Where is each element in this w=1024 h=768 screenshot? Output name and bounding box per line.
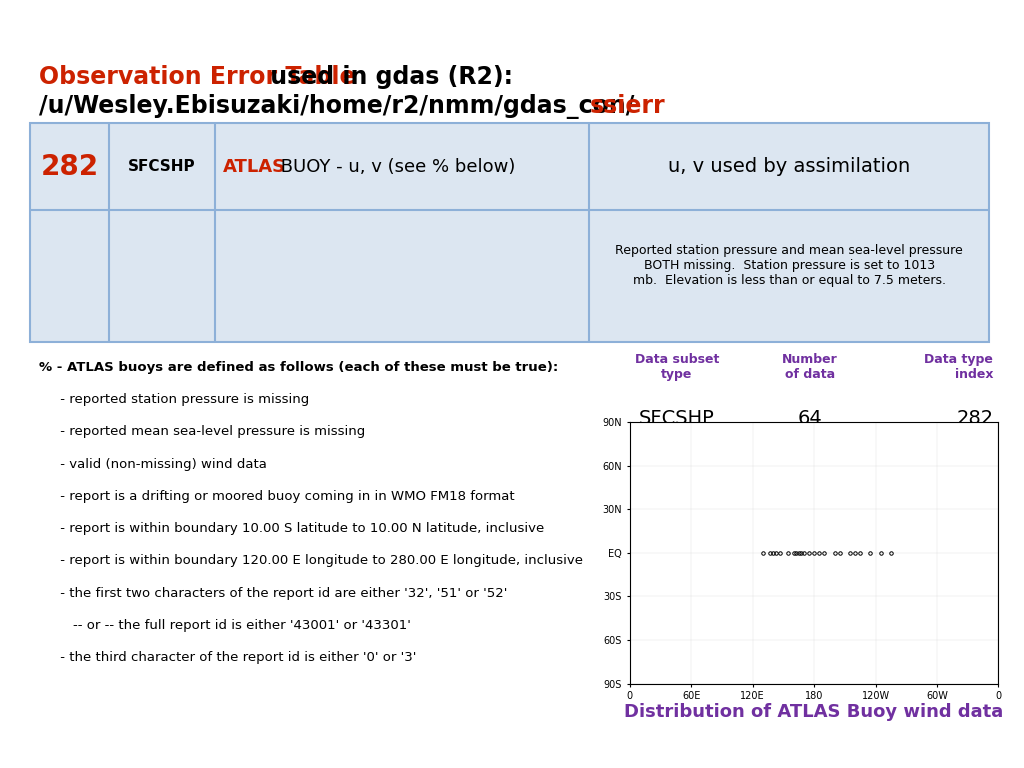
Text: - the third character of the report id is either '0' or '3': - the third character of the report id i… [39,651,417,664]
Text: SFCSHP: SFCSHP [128,159,196,174]
Text: used in gdas (R2):: used in gdas (R2): [262,65,513,89]
Text: u, v used by assimilation: u, v used by assimilation [668,157,910,176]
Text: Number
of data: Number of data [782,353,838,381]
Text: - report is a drifting or moored buoy coming in in WMO FM18 format: - report is a drifting or moored buoy co… [39,490,514,503]
Text: /u/Wesley.Ebisuzaki/home/r2/nmm/gdas_con/: /u/Wesley.Ebisuzaki/home/r2/nmm/gdas_con… [39,94,634,119]
Text: -- or -- the full report id is either '43001' or '43301': -- or -- the full report id is either '4… [39,619,411,632]
Text: - report is within boundary 120.00 E longitude to 280.00 E longitude, inclusive: - report is within boundary 120.00 E lon… [39,554,583,568]
Text: 282: 282 [956,409,993,428]
Text: BUOY - u, v (see % below): BUOY - u, v (see % below) [275,157,516,176]
Text: Reported station pressure and mean sea-level pressure
BOTH missing.  Station pre: Reported station pressure and mean sea-l… [615,243,963,286]
Text: Data type
index: Data type index [925,353,993,381]
Text: - reported mean sea-level pressure is missing: - reported mean sea-level pressure is mi… [39,425,366,439]
Text: ssierr: ssierr [590,94,666,118]
Text: - report is within boundary 10.00 S latitude to 10.00 N latitude, inclusive: - report is within boundary 10.00 S lati… [39,522,544,535]
Text: - reported station pressure is missing: - reported station pressure is missing [39,393,309,406]
Text: - valid (non-missing) wind data: - valid (non-missing) wind data [39,458,267,471]
Text: SFCSHP: SFCSHP [639,409,715,428]
Text: Data subset
type: Data subset type [635,353,719,381]
Text: 64: 64 [798,409,822,428]
Text: Distribution of ATLAS Buoy wind data: Distribution of ATLAS Buoy wind data [625,703,1004,720]
Text: Observation Error Table: Observation Error Table [39,65,355,89]
Text: % - ATLAS buoys are defined as follows (each of these must be true):: % - ATLAS buoys are defined as follows (… [39,361,558,374]
Text: 282: 282 [41,153,98,180]
Text: ATLAS: ATLAS [222,157,286,176]
Text: - the first two characters of the report id are either '32', '51' or '52': - the first two characters of the report… [39,587,507,600]
